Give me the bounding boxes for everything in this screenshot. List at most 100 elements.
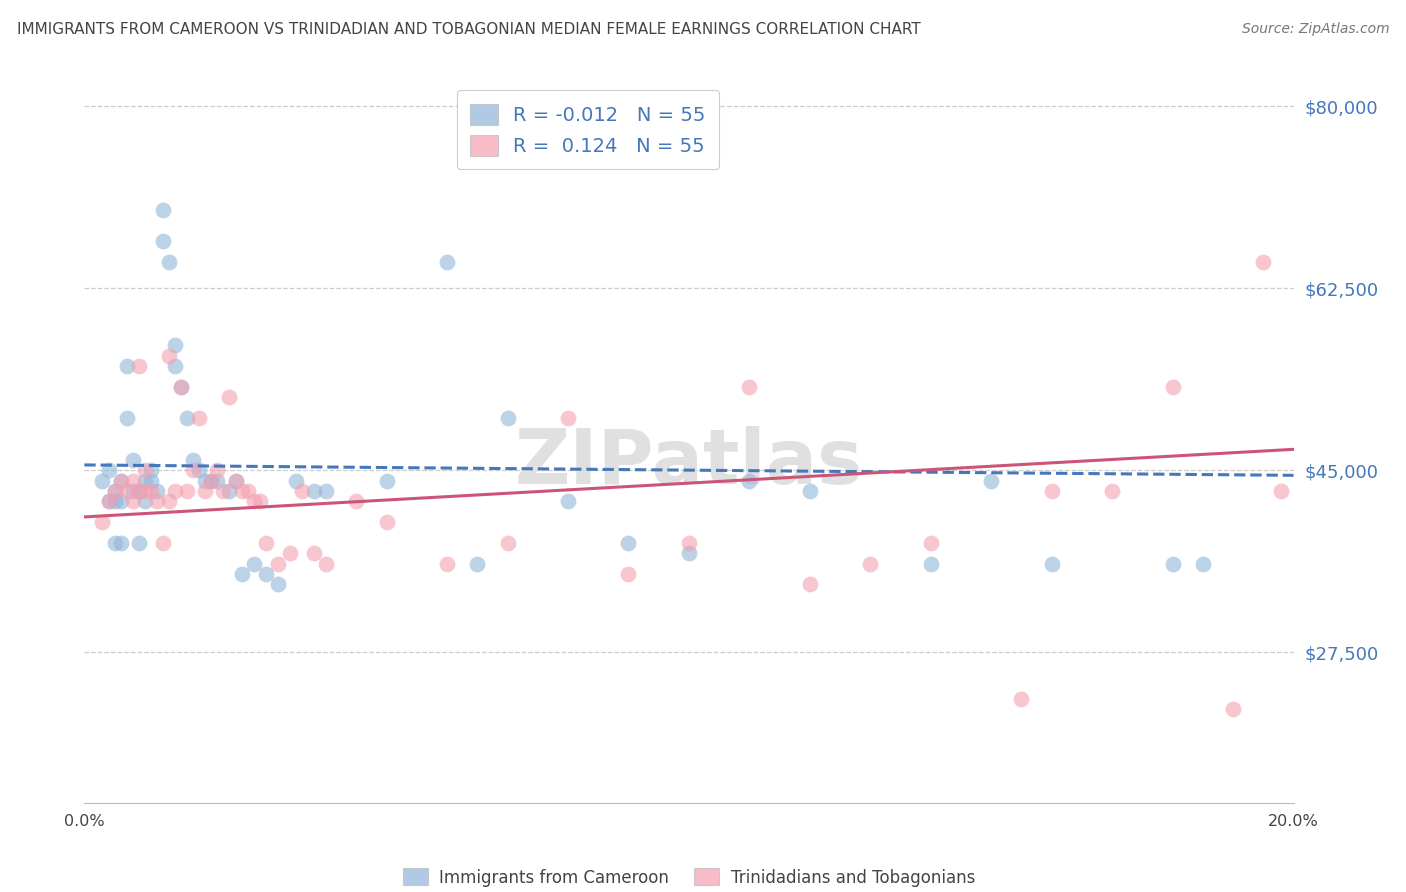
Point — [110, 474, 132, 488]
Point — [467, 557, 489, 571]
Point — [212, 483, 235, 498]
Point — [1161, 380, 1184, 394]
Point — [1161, 557, 1184, 571]
Point — [134, 463, 156, 477]
Point — [139, 483, 162, 498]
Point — [254, 536, 277, 550]
Point — [97, 494, 120, 508]
Point — [436, 255, 458, 269]
Point — [218, 483, 240, 498]
Point — [254, 567, 277, 582]
Point — [176, 411, 198, 425]
Point — [242, 557, 264, 571]
Point — [225, 474, 247, 488]
Point — [285, 474, 308, 488]
Point — [115, 411, 138, 425]
Point — [1011, 691, 1033, 706]
Point — [617, 536, 640, 550]
Point — [134, 494, 156, 508]
Point — [110, 494, 132, 508]
Point — [557, 494, 579, 508]
Point — [128, 359, 150, 374]
Point — [134, 483, 156, 498]
Point — [207, 463, 229, 477]
Point — [110, 536, 132, 550]
Point — [242, 494, 264, 508]
Point — [1192, 557, 1215, 571]
Legend: Immigrants from Cameroon, Trinidadians and Tobagonians: Immigrants from Cameroon, Trinidadians a… — [396, 862, 981, 892]
Point — [200, 474, 222, 488]
Point — [980, 474, 1002, 488]
Point — [152, 235, 174, 249]
Point — [738, 474, 761, 488]
Point — [267, 557, 290, 571]
Point — [97, 463, 120, 477]
Point — [152, 536, 174, 550]
Point — [194, 474, 217, 488]
Point — [115, 359, 138, 374]
Point — [188, 463, 211, 477]
Point — [152, 203, 174, 218]
Point — [225, 474, 247, 488]
Text: ZIPatlas: ZIPatlas — [515, 426, 863, 500]
Point — [496, 411, 519, 425]
Point — [134, 474, 156, 488]
Point — [121, 483, 143, 498]
Point — [165, 483, 187, 498]
Point — [121, 474, 143, 488]
Point — [110, 474, 132, 488]
Text: IMMIGRANTS FROM CAMEROON VS TRINIDADIAN AND TOBAGONIAN MEDIAN FEMALE EARNINGS CO: IMMIGRANTS FROM CAMEROON VS TRINIDADIAN … — [17, 22, 921, 37]
Point — [207, 474, 229, 488]
Point — [315, 483, 337, 498]
Point — [1222, 702, 1244, 716]
Point — [104, 483, 127, 498]
Point — [799, 577, 821, 591]
Point — [91, 474, 114, 488]
Point — [97, 494, 120, 508]
Point — [267, 577, 290, 591]
Point — [194, 483, 217, 498]
Point — [496, 536, 519, 550]
Point — [249, 494, 271, 508]
Point — [176, 483, 198, 498]
Point — [200, 474, 222, 488]
Point — [375, 515, 398, 529]
Point — [128, 483, 150, 498]
Point — [302, 483, 325, 498]
Point — [146, 483, 169, 498]
Point — [165, 359, 187, 374]
Point — [1040, 483, 1063, 498]
Point — [91, 515, 114, 529]
Point — [617, 567, 640, 582]
Point — [231, 483, 253, 498]
Point — [799, 483, 821, 498]
Point — [121, 494, 143, 508]
Point — [157, 349, 180, 363]
Point — [181, 452, 204, 467]
Point — [170, 380, 193, 394]
Point — [139, 463, 162, 477]
Point — [1253, 255, 1275, 269]
Point — [188, 411, 211, 425]
Point — [920, 536, 942, 550]
Point — [104, 536, 127, 550]
Point — [1270, 483, 1292, 498]
Point — [104, 494, 127, 508]
Point — [920, 557, 942, 571]
Point — [165, 338, 187, 352]
Point — [139, 474, 162, 488]
Point — [128, 483, 150, 498]
Point — [738, 380, 761, 394]
Point — [236, 483, 259, 498]
Point — [121, 452, 143, 467]
Point — [346, 494, 368, 508]
Point — [436, 557, 458, 571]
Point — [859, 557, 882, 571]
Point — [170, 380, 193, 394]
Point — [278, 546, 301, 560]
Point — [1101, 483, 1123, 498]
Point — [291, 483, 314, 498]
Point — [157, 494, 180, 508]
Point — [115, 483, 138, 498]
Point — [128, 536, 150, 550]
